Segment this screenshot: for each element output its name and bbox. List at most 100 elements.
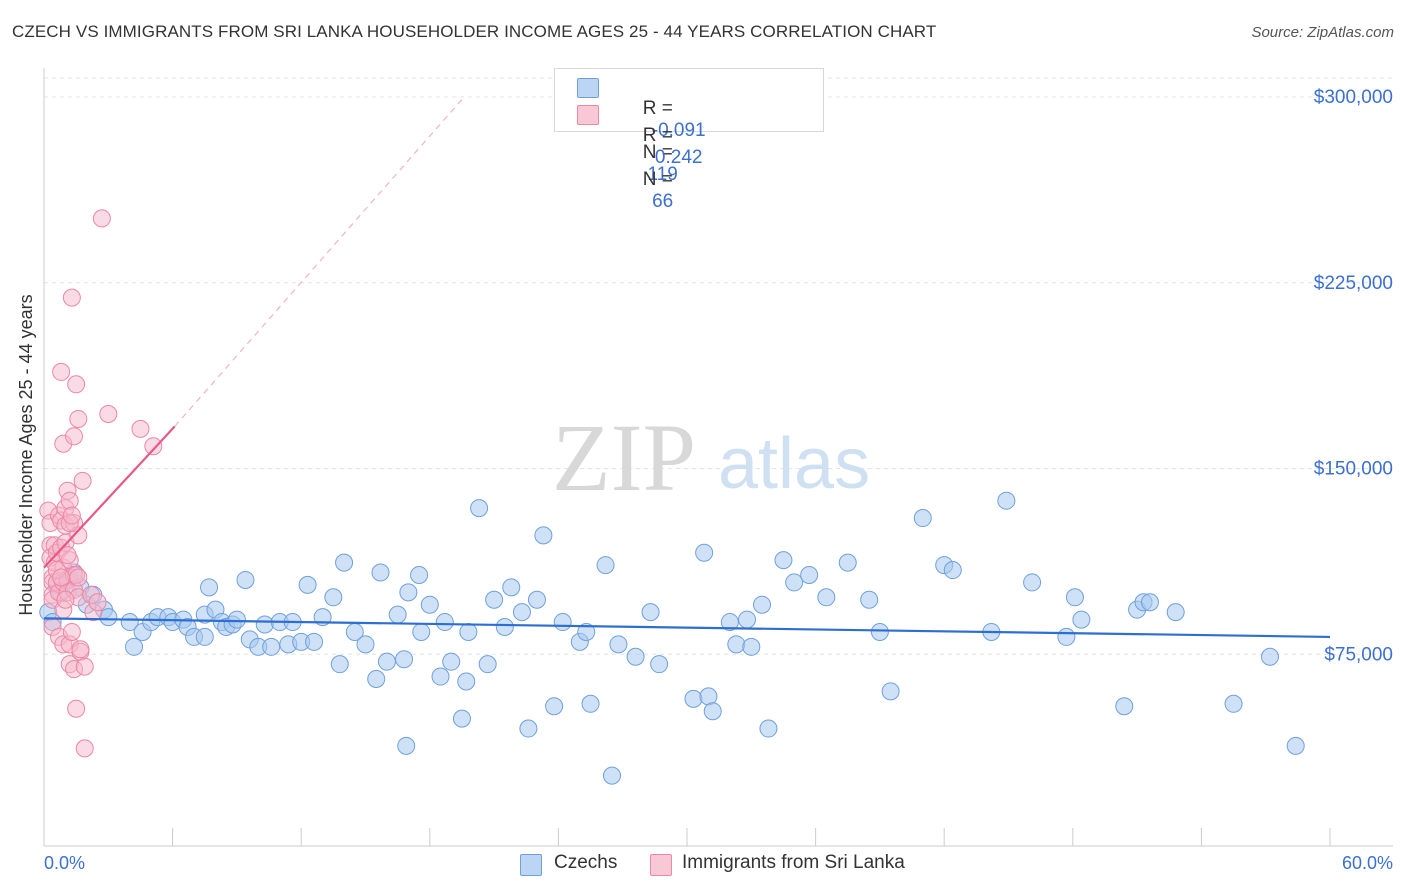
watermark-zip: ZIP xyxy=(552,404,696,511)
source-label: Source: ZipAtlas.com xyxy=(1251,24,1394,41)
czechs-point xyxy=(1023,573,1042,592)
czechs-point xyxy=(609,635,628,654)
sri-lanka-point xyxy=(62,622,81,641)
czechs-point xyxy=(410,565,429,584)
czechs-point xyxy=(1140,593,1159,612)
czechs-point xyxy=(330,655,349,674)
czechs-point xyxy=(495,618,514,637)
czechs-point xyxy=(459,622,478,641)
czechs-point xyxy=(626,647,645,666)
czechs-point xyxy=(478,655,497,674)
bottom-legend-label-sri-lanka: Immigrants from Sri Lanka xyxy=(682,852,905,873)
czechs-point xyxy=(262,637,281,656)
sri-lanka-point xyxy=(99,405,118,424)
sri-lanka-point xyxy=(62,506,81,525)
czechs-point xyxy=(800,565,819,584)
sri-lanka-trend-extension xyxy=(174,96,465,427)
czechs-point xyxy=(388,605,407,624)
czechs-point xyxy=(738,610,757,629)
czechs-trend-line xyxy=(43,617,1331,639)
czechs-point xyxy=(452,709,471,728)
legend-r-value: -0.091 xyxy=(651,120,706,141)
x-tick-label-max: 60.0% xyxy=(1342,853,1393,873)
czechs-point xyxy=(1260,647,1279,666)
legend-swatch-blue xyxy=(577,78,599,98)
czechs-point xyxy=(120,613,139,632)
legend-r-label: R = xyxy=(642,125,673,146)
czechs-point xyxy=(324,588,343,607)
czechs-point xyxy=(1115,697,1134,716)
legend-n-label: N = xyxy=(642,169,673,190)
czechs-point xyxy=(1166,603,1185,622)
czechs-point xyxy=(534,526,553,545)
czechs-point xyxy=(227,610,246,629)
sri-lanka-point xyxy=(67,375,86,394)
y-tick-labels: $75,000 $150,000 $225,000 $300,000 xyxy=(1314,87,1393,665)
czechs-point xyxy=(870,622,889,641)
czechs-point xyxy=(774,551,793,570)
czechs-point xyxy=(881,682,900,701)
czechs-point xyxy=(395,650,414,669)
sri-lanka-point xyxy=(75,739,94,758)
legend-swatch-pink xyxy=(577,105,599,125)
czechs-point xyxy=(545,697,564,716)
czechs-point xyxy=(412,622,431,641)
czechs-point xyxy=(399,583,418,602)
legend-r-label: R = xyxy=(642,98,673,119)
czechs-point xyxy=(581,694,600,713)
legend-n-label: N = xyxy=(642,142,673,163)
trend-lines xyxy=(43,96,1331,639)
sri-lanka-point xyxy=(73,471,92,490)
czechs-point xyxy=(367,670,386,689)
czechs-point xyxy=(641,603,660,622)
czechs-point xyxy=(943,561,962,580)
czechs-point xyxy=(596,556,615,575)
sri-lanka-point xyxy=(144,437,163,456)
czechs-point xyxy=(512,603,531,622)
bottom-legend-sri-lanka: Immigrants from Sri Lanka xyxy=(650,852,950,878)
correlation-legend: R = -0.091 N = 119 R = 0.242 N = 66 xyxy=(554,68,824,212)
czechs-point xyxy=(255,615,274,634)
czechs-point xyxy=(1224,694,1243,713)
y-axis-label: Householder Income Ages 25 - 44 years xyxy=(16,294,36,615)
sri-lanka-point xyxy=(69,409,88,428)
watermark: ZIP atlas xyxy=(552,404,870,511)
czechs-point xyxy=(200,578,219,597)
czechs-point xyxy=(356,635,375,654)
czechs-point xyxy=(519,719,538,738)
bottom-legend-swatch-blue xyxy=(520,854,542,876)
czechs-point xyxy=(457,672,476,691)
y-tick-label: $300,000 xyxy=(1314,87,1393,108)
czechs-point xyxy=(753,595,772,614)
czechs-point xyxy=(913,509,932,528)
axes xyxy=(43,68,1393,847)
sri-lanka-point xyxy=(52,568,71,587)
sri-lanka-point xyxy=(52,362,71,381)
czechs-point xyxy=(860,590,879,609)
czechs-point xyxy=(236,570,255,589)
czechs-point xyxy=(650,655,669,674)
czechs-point xyxy=(817,588,836,607)
sri-lanka-point xyxy=(69,526,88,545)
grid-lines xyxy=(44,77,1393,655)
czechs-point xyxy=(470,499,489,518)
y-tick-label: $150,000 xyxy=(1314,459,1393,480)
sri-lanka-point xyxy=(67,699,86,718)
czechs-point xyxy=(1286,736,1305,755)
czechs-point xyxy=(838,553,857,572)
legend-n-value: 66 xyxy=(652,191,674,212)
sri-lanka-point xyxy=(131,419,150,438)
sri-lanka-point xyxy=(88,593,107,612)
czechs-point xyxy=(742,637,761,656)
czechs-point xyxy=(420,595,439,614)
czechs-point xyxy=(684,689,703,708)
czechs-point xyxy=(602,766,621,785)
sri-lanka-trend-line xyxy=(43,425,176,569)
x-tick-label-min: 0.0% xyxy=(44,853,85,873)
czechs-point xyxy=(435,613,454,632)
czechs-point xyxy=(485,590,504,609)
czechs-point xyxy=(997,491,1016,510)
czechs-point xyxy=(1065,588,1084,607)
sri-lanka-point xyxy=(58,546,77,565)
